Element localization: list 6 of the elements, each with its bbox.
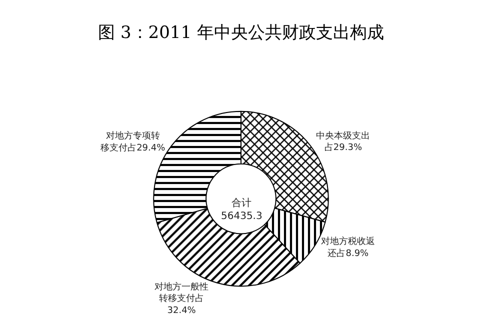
slice-label: 对地方专项转移支付占29.4% (100, 130, 166, 154)
slice-label: 对地方一般性转移支付占32.4% (154, 282, 209, 316)
text: 合计 56435.3 (221, 197, 262, 222)
chart-title: 图 3：2011 年中央公共财政支出构成 (98, 23, 384, 44)
slice-label: 中央本级支出占29.3% (316, 130, 370, 154)
slice-label: 对地方税收返还占8.9% (321, 236, 376, 259)
